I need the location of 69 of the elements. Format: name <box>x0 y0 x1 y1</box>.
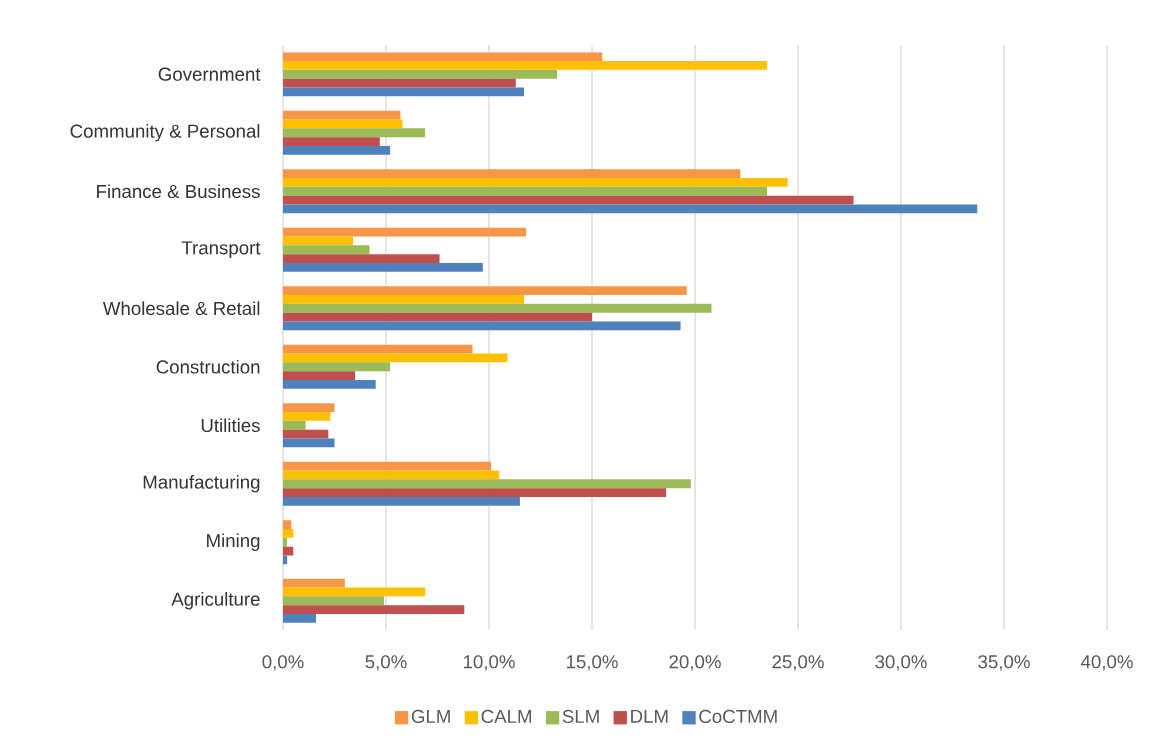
y-tick-label: Construction <box>156 359 260 374</box>
bar <box>283 236 354 246</box>
legend-label: CALM <box>481 709 532 724</box>
bar <box>283 128 426 138</box>
bar <box>283 119 403 129</box>
x-tick-label: 25,0% <box>772 655 824 671</box>
legend-label: DLM <box>631 709 668 723</box>
x-tick-label: 10,0% <box>463 655 515 671</box>
bar <box>283 470 500 480</box>
x-tick-label: 15,0% <box>566 655 618 671</box>
bar <box>283 344 473 354</box>
bar <box>283 496 520 506</box>
y-tick-label: Transport <box>181 241 261 259</box>
x-tick-label: 0,0% <box>262 655 304 671</box>
legend-label: SLM <box>562 709 599 724</box>
bar <box>283 605 465 614</box>
bar <box>283 186 768 196</box>
bar <box>283 303 712 313</box>
bar <box>283 61 768 70</box>
bar <box>283 403 335 413</box>
bar <box>283 110 401 120</box>
bar <box>283 254 440 263</box>
bar <box>283 412 331 421</box>
bar <box>283 52 603 62</box>
bar <box>283 78 516 88</box>
bar <box>283 362 391 372</box>
bar <box>283 587 426 597</box>
bar <box>283 578 345 588</box>
bar <box>283 195 854 205</box>
bar <box>283 295 525 304</box>
x-tick-label: 20,0% <box>669 655 721 671</box>
bar <box>283 461 492 471</box>
y-tick-label: Finance & Business <box>97 184 260 199</box>
legend-label: GLM <box>411 709 450 724</box>
bar <box>283 227 527 237</box>
y-tick-label: Community & Personal <box>70 124 260 142</box>
y-tick-label: Agriculture <box>171 592 260 610</box>
bar <box>283 312 592 322</box>
bar <box>283 379 376 389</box>
bar <box>283 596 384 606</box>
bar <box>283 262 483 272</box>
bar <box>283 69 557 79</box>
bar <box>283 479 691 489</box>
bar <box>283 488 667 497</box>
bar <box>283 438 335 448</box>
bar <box>283 420 306 430</box>
x-tick-label: 35,0% <box>978 655 1030 671</box>
bar <box>283 371 356 380</box>
y-tick-label: Government <box>158 67 261 81</box>
legend-label: CoCTMM <box>699 709 777 724</box>
bar <box>283 529 294 538</box>
y-tick-label: Wholesale & Retail <box>102 301 260 316</box>
bar <box>283 613 316 623</box>
bar <box>283 321 681 331</box>
bar <box>283 204 978 214</box>
bar <box>283 178 788 187</box>
bar <box>283 169 741 179</box>
x-tick-label: 40,0% <box>1080 655 1133 671</box>
y-tick-label: Utilities <box>201 418 260 433</box>
x-tick-label: 5,0% <box>365 655 407 671</box>
bar <box>283 286 687 296</box>
bar <box>283 87 525 97</box>
bar <box>283 137 380 146</box>
bar <box>283 245 370 255</box>
bar <box>283 353 508 363</box>
y-tick-label: Mining <box>207 533 260 551</box>
bar <box>283 145 391 155</box>
x-tick-label: 30,0% <box>875 655 927 671</box>
y-tick-label: Manufacturing <box>143 475 260 493</box>
